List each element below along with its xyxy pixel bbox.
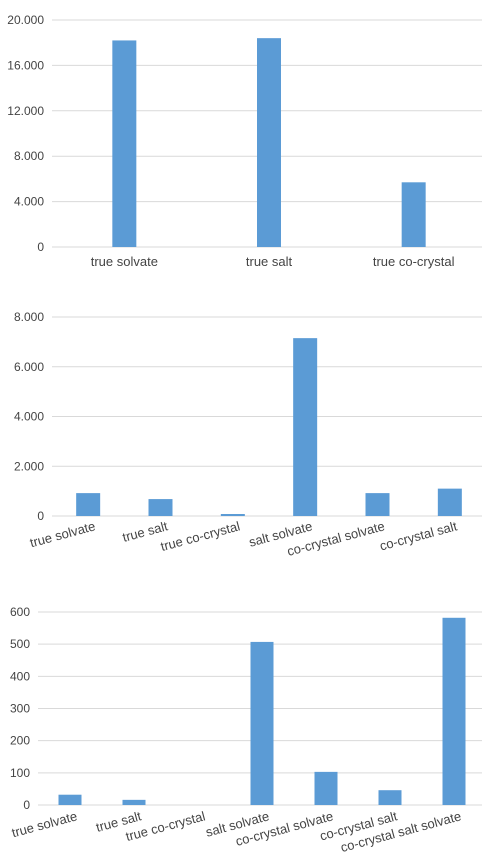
- bar: [221, 514, 245, 516]
- category-label: true salt: [246, 254, 293, 269]
- y-tick-label: 6.000: [14, 360, 44, 374]
- bar: [251, 642, 274, 805]
- bar: [379, 790, 402, 805]
- bar: [112, 40, 136, 247]
- y-tick-label: 8.000: [14, 149, 44, 163]
- bar: [293, 338, 317, 516]
- y-tick-label: 300: [10, 702, 30, 716]
- category-label: true solvate: [10, 808, 79, 840]
- bar: [257, 38, 281, 247]
- y-tick-label: 12.000: [7, 104, 44, 118]
- y-tick-label: 2.000: [14, 459, 44, 473]
- bar: [438, 489, 462, 516]
- y-tick-label: 0: [23, 798, 30, 812]
- bar: [123, 800, 146, 805]
- bar: [315, 772, 338, 805]
- y-tick-label: 4.000: [14, 410, 44, 424]
- y-tick-label: 0: [37, 240, 44, 254]
- y-tick-label: 20.000: [7, 13, 44, 27]
- bar: [366, 493, 390, 516]
- category-label: true solvate: [28, 518, 97, 550]
- category-label: true co-crystal: [159, 518, 242, 554]
- y-tick-label: 8.000: [14, 310, 44, 324]
- bar: [76, 493, 100, 516]
- y-tick-label: 200: [10, 734, 30, 748]
- y-tick-label: 16.000: [7, 58, 44, 72]
- bar: [59, 795, 82, 805]
- y-tick-label: 500: [10, 637, 30, 651]
- y-tick-label: 400: [10, 669, 30, 683]
- y-tick-label: 0: [37, 509, 44, 523]
- y-tick-label: 600: [10, 605, 30, 619]
- category-label: co-crystal salt: [378, 518, 459, 553]
- bar: [402, 182, 426, 247]
- bar: [443, 618, 466, 805]
- category-label: true co-crystal: [373, 254, 455, 269]
- bar: [149, 499, 173, 516]
- y-tick-label: 100: [10, 766, 30, 780]
- y-tick-label: 4.000: [14, 195, 44, 209]
- category-label: true solvate: [91, 254, 158, 269]
- chart-1: 0 4.000 8.000 12.000 16.000 20.000 true solvat…: [7, 13, 482, 269]
